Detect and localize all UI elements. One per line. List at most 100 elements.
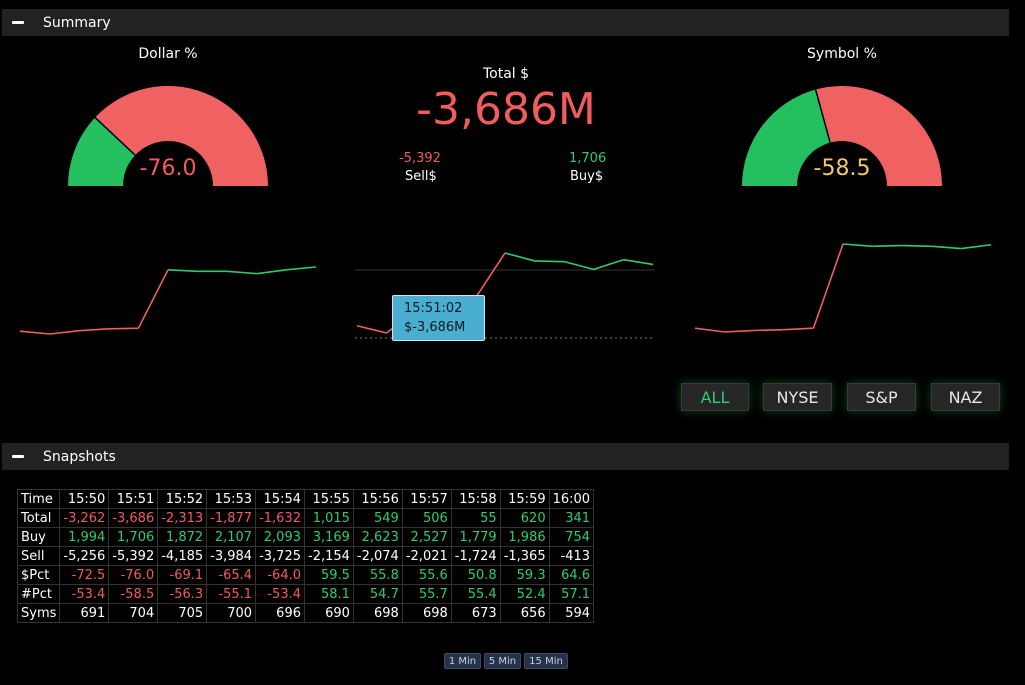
row-label: Sell [16, 546, 61, 566]
table-cell: 55 [450, 508, 501, 528]
symbol-spark-segment [961, 243, 992, 250]
dollar-pct-sparkline [19, 266, 317, 335]
table-row: $Pct -72.5 -76.0 -69.1 -65.4 -64.0 59.5 55.8 55.… [16, 565, 595, 585]
table-cell: -76.0 [108, 565, 159, 585]
interval-5min-button[interactable]: 5 Min [484, 653, 521, 669]
table-cell: 1,986 [499, 527, 550, 547]
table-cell: 58.1 [304, 584, 354, 604]
table-cell: 1,994 [59, 527, 110, 547]
buy-label: Buy$ [570, 169, 604, 184]
dollar-spark-segment [49, 329, 80, 335]
row-label: Buy [16, 527, 61, 547]
table-cell: -2,313 [157, 508, 208, 528]
table-header-row: Time 15:50 15:51 15:52 15:53 15:54 15:55 15:56 1… [16, 489, 595, 509]
table-cell: -1,365 [499, 546, 550, 566]
table-cell: 1,015 [304, 508, 354, 528]
table-cell: 506 [401, 508, 452, 528]
symbol-spark-segment [783, 327, 814, 331]
snapshot-table: Time 15:50 15:51 15:52 15:53 15:54 15:55 15:56 1… [16, 489, 595, 623]
tooltip-value: $-3,686M [404, 320, 466, 335]
symbol-gauge-needle [814, 89, 831, 143]
dollar-spark-segment [256, 269, 287, 275]
dollar-spark-segment [286, 266, 317, 271]
chart-tooltip: 15:51:02 $-3,686M [392, 295, 485, 341]
table-cell: 64.6 [548, 565, 595, 585]
dollar-spark-segment [79, 327, 109, 332]
total-spark-segment [356, 325, 387, 334]
column-header-time: 15:52 [157, 489, 208, 509]
dollar-gauge-red-segment [95, 86, 268, 186]
symbol-spark-segment [694, 327, 725, 333]
filter-all-button[interactable]: ALL [681, 383, 749, 411]
table-cell: 673 [450, 603, 501, 623]
table-cell: -413 [548, 546, 595, 566]
dollar-spark-segment [137, 269, 169, 329]
table-cell: 700 [206, 603, 257, 623]
dollar-spark-segment [19, 330, 50, 335]
dollar-spark-segment [167, 269, 198, 273]
table-cell: -53.4 [59, 584, 110, 604]
sell-label: Sell$ [405, 169, 437, 184]
dollar-gauge-value: -76.0 [139, 156, 197, 181]
table-cell: 698 [401, 603, 452, 623]
table-row: #Pct -53.4 -58.5 -56.3 -55.1 -53.4 58.1 54.7 55.… [16, 584, 595, 604]
table-cell: -64.0 [255, 565, 305, 585]
symbol-spark-segment [754, 328, 784, 332]
table-cell: 620 [499, 508, 550, 528]
symbol-gauge-title: Symbol % [807, 46, 877, 62]
total-spark-segment [474, 252, 506, 299]
total-spark-segment [563, 260, 595, 271]
table-cell: 55.8 [352, 565, 403, 585]
table-cell: -5,392 [108, 546, 159, 566]
filter-sp-button[interactable]: S&P [847, 383, 916, 411]
table-cell: -2,074 [352, 546, 403, 566]
collapse-icon[interactable] [12, 21, 24, 24]
table-cell: 549 [352, 508, 403, 528]
total-spark-segment [593, 258, 624, 271]
table-cell: -5,256 [59, 546, 110, 566]
table-cell: -1,724 [450, 546, 501, 566]
collapse-icon[interactable] [12, 455, 24, 458]
table-row: Sell -5,256 -5,392 -4,185 -3,984 -3,725 -2,154… [16, 546, 595, 566]
filter-nyse-button[interactable]: NYSE [763, 383, 832, 411]
total-label: Total $ [482, 66, 530, 82]
dollar-pct-gauge [68, 86, 268, 186]
table-row: Syms 691 704 705 700 696 690 698 698 673 656 594 [16, 603, 595, 623]
interval-15min-button[interactable]: 15 Min [524, 653, 568, 669]
symbol-spark-segment [902, 244, 932, 248]
column-header-time: 15:54 [255, 489, 305, 509]
row-label: Syms [16, 603, 61, 623]
tooltip-time: 15:51:02 [404, 301, 463, 316]
table-cell: 656 [499, 603, 550, 623]
summary-panel-header[interactable]: Summary [2, 9, 1009, 36]
table-cell: 690 [304, 603, 354, 623]
table-cell: -3,262 [59, 508, 110, 528]
sell-value: -5,392 [399, 151, 441, 166]
column-header-time: 15:53 [206, 489, 257, 509]
dollar-spark-segment [227, 270, 257, 275]
column-header-time: 15:51 [108, 489, 159, 509]
table-cell: -65.4 [206, 565, 257, 585]
table-cell: 341 [548, 508, 595, 528]
snapshots-panel-header[interactable]: Snapshots [2, 443, 1009, 470]
table-cell: 59.3 [499, 565, 550, 585]
table-cell: 55.6 [401, 565, 452, 585]
filter-naz-button[interactable]: NAZ [931, 383, 1000, 411]
table-cell: 55.4 [450, 584, 501, 604]
column-header-time: 15:55 [304, 489, 354, 509]
interval-1min-button[interactable]: 1 Min [444, 653, 481, 669]
table-cell: -1,877 [206, 508, 257, 528]
row-label: $Pct [16, 565, 61, 585]
column-header-time: 15:58 [450, 489, 501, 509]
table-cell: 55.7 [401, 584, 452, 604]
symbol-gauge-value: -58.5 [813, 156, 871, 181]
table-cell: 691 [59, 603, 110, 623]
column-header-time: 15:57 [401, 489, 452, 509]
summary-title: Summary [43, 14, 111, 31]
buy-value: 1,706 [569, 151, 607, 166]
total-value: -3,686M [416, 84, 596, 135]
column-header-time: 15:56 [352, 489, 403, 509]
row-label: #Pct [16, 584, 61, 604]
table-cell: 59.5 [304, 565, 354, 585]
symbol-spark-segment [812, 243, 844, 329]
